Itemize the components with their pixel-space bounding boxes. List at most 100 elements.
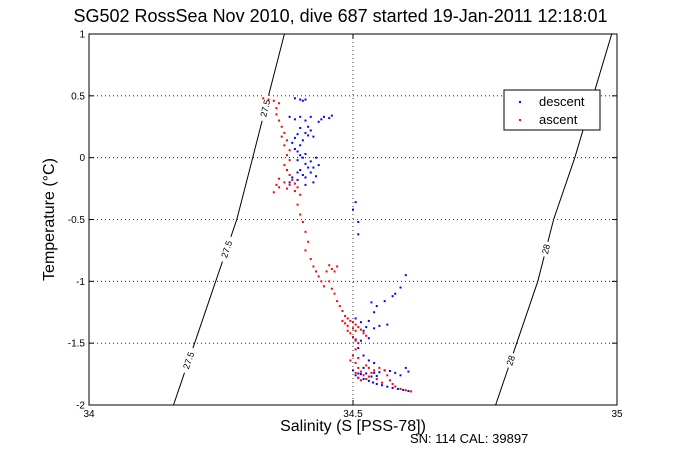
ascent-point (278, 186, 281, 189)
ascent-point (346, 329, 349, 332)
y-tick-label: 0.5 (71, 91, 85, 102)
descent-point (365, 326, 368, 329)
descent-point (386, 323, 389, 326)
descent-point (307, 134, 310, 137)
descent-point (362, 366, 365, 369)
descent-point (357, 347, 360, 350)
ascent-point (357, 326, 360, 329)
descent-point (404, 274, 407, 277)
ascent-point (349, 332, 352, 335)
ascent-point (349, 359, 352, 362)
descent-point (402, 388, 405, 391)
descent-point (312, 181, 315, 184)
descent-point (375, 305, 378, 308)
descent-point (304, 176, 307, 179)
descent-point (299, 169, 302, 172)
ascent-point (304, 230, 307, 233)
density-contours: 27.527.527.5282828 (173, 33, 613, 406)
ascent-point (283, 144, 286, 147)
descent-point (301, 173, 304, 176)
descent-point (383, 300, 386, 303)
ascent-point (304, 249, 307, 252)
descent-point (315, 156, 318, 159)
ascent-point (309, 258, 312, 261)
descent-point (372, 381, 375, 384)
ascent-point (286, 139, 288, 142)
descent-point (357, 233, 360, 236)
descent-point (307, 166, 310, 169)
descent-point (304, 119, 307, 122)
descent-point (399, 286, 402, 289)
descent-point (394, 292, 397, 295)
ascent-point (336, 300, 339, 303)
x-tick-label: 35 (611, 409, 623, 420)
ascent-point (333, 292, 336, 295)
descent-point (309, 171, 312, 174)
ascent-point (291, 178, 294, 181)
descent-point (304, 98, 307, 101)
ascent-point (288, 183, 291, 186)
ascent-point (275, 183, 278, 186)
descent-point (293, 118, 296, 121)
ascent-point (354, 329, 357, 332)
descent-point (373, 327, 376, 330)
descent-point (317, 120, 320, 123)
contour-label-bg (179, 346, 198, 375)
ascent-point (365, 364, 368, 367)
ascent-point (367, 375, 370, 378)
ascent-point (354, 339, 357, 342)
ascent-point (354, 361, 357, 364)
ascent-point (352, 335, 354, 338)
contour-label: 28 (504, 354, 517, 367)
ascent-point (367, 366, 370, 369)
descent-point (309, 129, 312, 132)
descent-point (359, 321, 362, 324)
descent-point (357, 220, 360, 223)
descent-point (299, 98, 302, 101)
ascent-point (373, 369, 376, 372)
serial-cal-footer: SN: 114 CAL: 39897 (410, 431, 529, 446)
ascent-point (267, 98, 270, 101)
ascent-point (283, 164, 286, 167)
descent-point (367, 319, 370, 322)
data-series (262, 97, 413, 393)
descent-point (373, 361, 376, 364)
ascent-point (362, 374, 365, 377)
ascent-point (328, 280, 331, 283)
descent-point (288, 115, 291, 118)
ascent-point (293, 190, 296, 193)
ascent-point (341, 310, 344, 313)
descent-point (312, 166, 315, 169)
descent-point (299, 126, 302, 129)
ascent-point (288, 173, 291, 176)
descent-point (399, 374, 402, 377)
ascent-point (410, 390, 413, 393)
ascent-point (330, 287, 333, 290)
ascent-point (354, 348, 357, 351)
y-axis-label: Temperature (°C) (41, 158, 58, 281)
descent-point (362, 329, 365, 332)
contour-label: 28 (540, 243, 552, 255)
descent-point (304, 152, 307, 155)
ascent-point (349, 319, 352, 322)
contour-label-bg (257, 94, 274, 123)
ascent-point (357, 342, 360, 345)
descent-point (373, 311, 376, 314)
descent-point (293, 148, 296, 151)
ascent-point (388, 379, 391, 382)
y-tick-label: -0.5 (68, 215, 86, 226)
ascent-point (283, 181, 286, 184)
descent-point (386, 385, 389, 388)
ascent-point (357, 366, 360, 369)
contour-label: 27.5 (219, 239, 234, 259)
descent-point (304, 162, 307, 165)
ascent-point (286, 169, 288, 172)
descent-point (304, 131, 307, 134)
descent-point (296, 133, 299, 136)
descent-point (396, 387, 399, 390)
legend: descent ascent (503, 89, 601, 131)
descent-point (391, 386, 394, 389)
descent-point (407, 390, 410, 393)
ascent-point (278, 102, 281, 105)
axis-ticks: 34 34.5 35 -2 -1.5 -1 -0.5 0 0.5 1 (68, 30, 623, 421)
